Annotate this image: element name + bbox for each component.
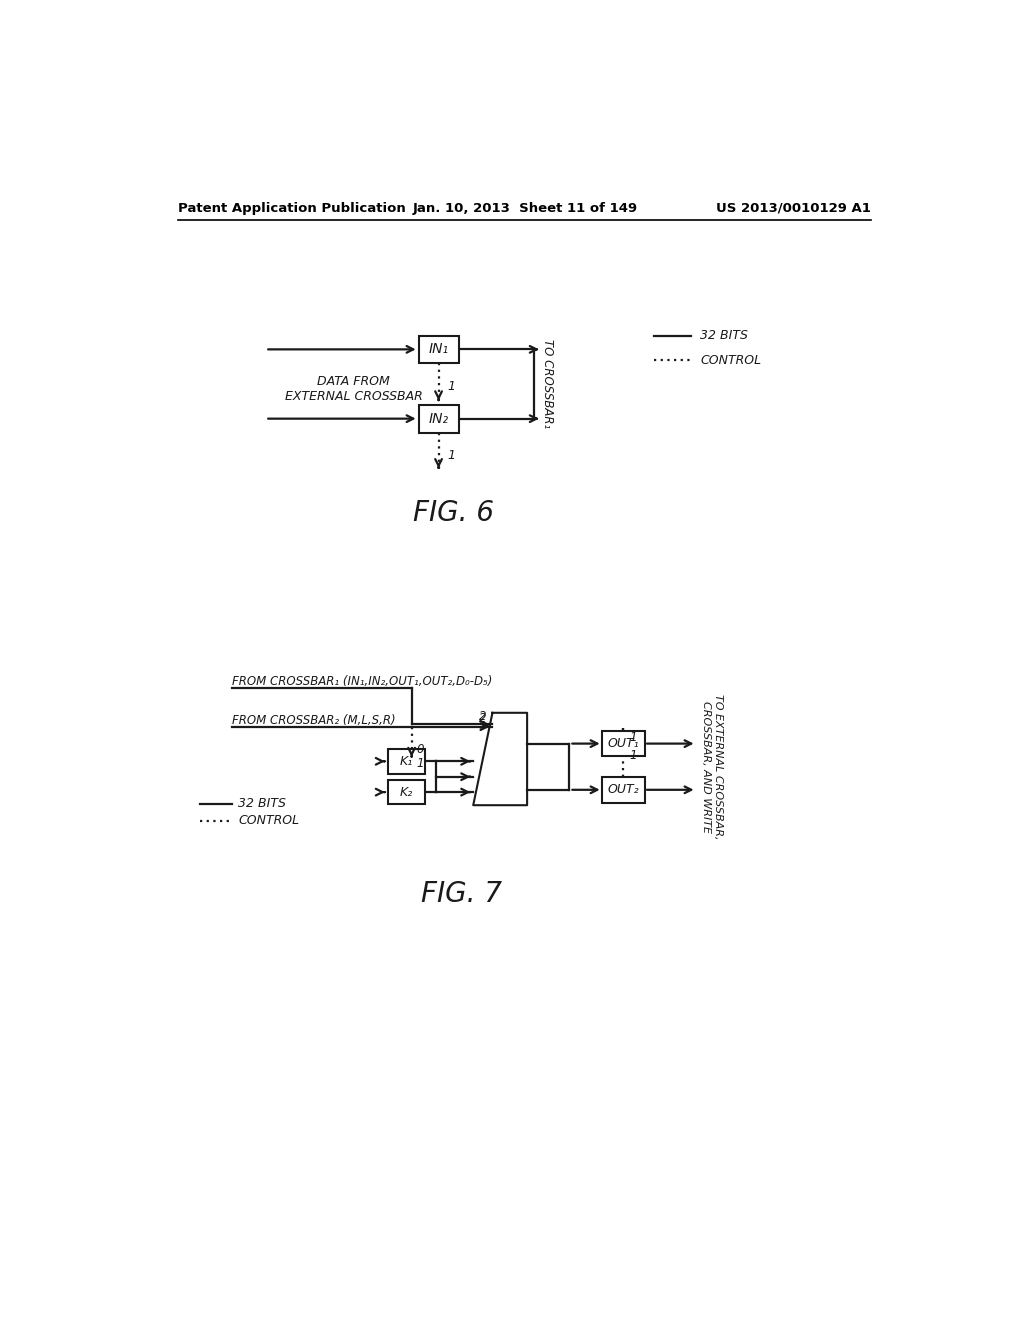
Text: CONTROL: CONTROL <box>700 354 762 367</box>
Bar <box>419 405 459 433</box>
Text: TO CROSSBAR₁: TO CROSSBAR₁ <box>542 339 554 429</box>
Bar <box>602 731 644 756</box>
Text: 1: 1 <box>630 748 637 762</box>
Text: FIG. 7: FIG. 7 <box>421 879 502 908</box>
Text: 1: 1 <box>416 758 424 770</box>
Text: 1: 1 <box>447 449 456 462</box>
Text: CONTROL: CONTROL <box>239 814 299 828</box>
Text: 32 BITS: 32 BITS <box>239 797 287 810</box>
Bar <box>419 335 459 363</box>
Text: OUT₁: OUT₁ <box>607 737 639 750</box>
Text: 2: 2 <box>478 710 486 723</box>
Text: K₂: K₂ <box>399 785 413 799</box>
Text: FROM CROSSBAR₁ (IN₁,IN₂,OUT₁,OUT₂,D₀-D₅): FROM CROSSBAR₁ (IN₁,IN₂,OUT₁,OUT₂,D₀-D₅) <box>232 676 493 689</box>
Text: 1: 1 <box>447 380 456 393</box>
Text: US 2013/0010129 A1: US 2013/0010129 A1 <box>717 202 871 215</box>
Text: 2: 2 <box>478 713 486 726</box>
Text: K₁: K₁ <box>399 755 413 768</box>
Text: IN₁: IN₁ <box>428 342 449 356</box>
Text: 32 BITS: 32 BITS <box>700 329 749 342</box>
Text: TO EXTERNAL CROSSBAR,
CROSSBAR, AND WRITE: TO EXTERNAL CROSSBAR, CROSSBAR, AND WRIT… <box>701 694 723 840</box>
Text: IN₂: IN₂ <box>428 412 449 425</box>
Text: 1: 1 <box>630 731 637 744</box>
Text: FROM CROSSBAR₂ (M,L,S,R): FROM CROSSBAR₂ (M,L,S,R) <box>232 714 396 727</box>
Text: Jan. 10, 2013  Sheet 11 of 149: Jan. 10, 2013 Sheet 11 of 149 <box>413 202 637 215</box>
Text: OUT₂: OUT₂ <box>607 783 639 796</box>
Text: 0: 0 <box>416 743 424 756</box>
Text: FIG. 6: FIG. 6 <box>414 499 495 527</box>
Bar <box>388 780 425 804</box>
Bar <box>388 748 425 774</box>
Text: DATA FROM
EXTERNAL CROSSBAR: DATA FROM EXTERNAL CROSSBAR <box>285 375 423 404</box>
Text: Patent Application Publication: Patent Application Publication <box>178 202 407 215</box>
Bar <box>602 777 644 803</box>
